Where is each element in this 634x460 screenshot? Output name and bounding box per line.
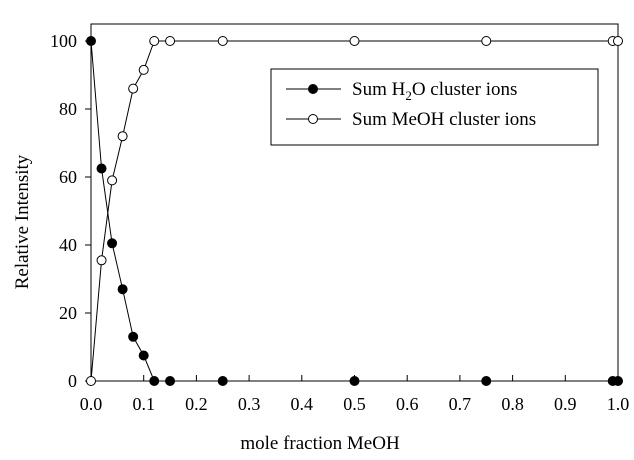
legend: Sum H2O cluster ions Sum MeOH cluster io… [270,68,599,146]
meoh-data-point [349,36,360,46]
h2o-data-point [613,376,623,386]
y-axis-ticks: 0 20 40 60 80 100 [50,31,91,391]
h2o-data-point [86,36,96,46]
meoh-data-point [217,36,228,46]
meoh-data-point [613,36,623,46]
x-tick-label: 1.0 [607,394,630,414]
h2o-data-point [349,376,360,386]
h2o-data-point [138,350,149,361]
x-axis-ticks: 0.0 0.1 0.2 0.3 0.4 0.5 0.6 0.7 0.8 0.9 1.0 [80,375,630,414]
y-axis-label: Relative Intensity [12,154,33,289]
y-tick-label: 100 [50,31,77,51]
x-axis-label: mole fraction MeOH [240,433,400,454]
y-tick-label: 0 [68,371,77,391]
meoh-data-point [165,36,176,46]
series-points [86,36,623,386]
legend-label-h2o-sub: 2 [405,88,412,103]
h2o-data-point [117,284,128,295]
h2o-data-point [96,163,107,174]
y-tick-label: 60 [59,167,77,187]
h2o-data-point [149,376,160,386]
legend-marker-h2o [308,84,318,94]
meoh-data-point [149,36,160,46]
meoh-data-point [138,64,149,75]
x-tick-label: 0.9 [554,394,577,414]
h2o-data-point [481,376,492,386]
legend-marker-meoh [308,114,318,124]
legend-label-meoh: Sum MeOH cluster ions [352,109,536,130]
meoh-data-point [117,131,128,142]
meoh-data-point [107,175,118,186]
legend-box [270,68,599,146]
meoh-data-point [86,376,96,386]
x-tick-label: 0.5 [343,394,366,414]
x-tick-label: 0.8 [501,394,524,414]
x-tick-label: 0.3 [238,394,261,414]
x-tick-label: 0.4 [291,394,314,414]
legend-label-h2o-main: Sum H [352,79,406,100]
y-tick-label: 40 [59,235,77,255]
legend-label-h2o: Sum H2O cluster ions [352,79,517,103]
h2o-data-point [128,331,139,342]
h2o-data-point [107,238,118,249]
legend-label-h2o-rest: O cluster ions [412,79,518,100]
h2o-data-point [217,376,228,386]
meoh-data-point [96,255,107,266]
meoh-data-point [481,36,492,46]
x-tick-label: 0.6 [396,394,419,414]
x-tick-label: 0.2 [185,394,208,414]
x-tick-label: 0.7 [449,394,472,414]
x-tick-label: 0.1 [132,394,155,414]
y-tick-label: 20 [59,303,77,323]
h2o-data-point [165,376,176,386]
x-tick-label: 0.0 [80,394,103,414]
meoh-data-point [128,83,139,94]
y-tick-label: 80 [59,99,77,119]
